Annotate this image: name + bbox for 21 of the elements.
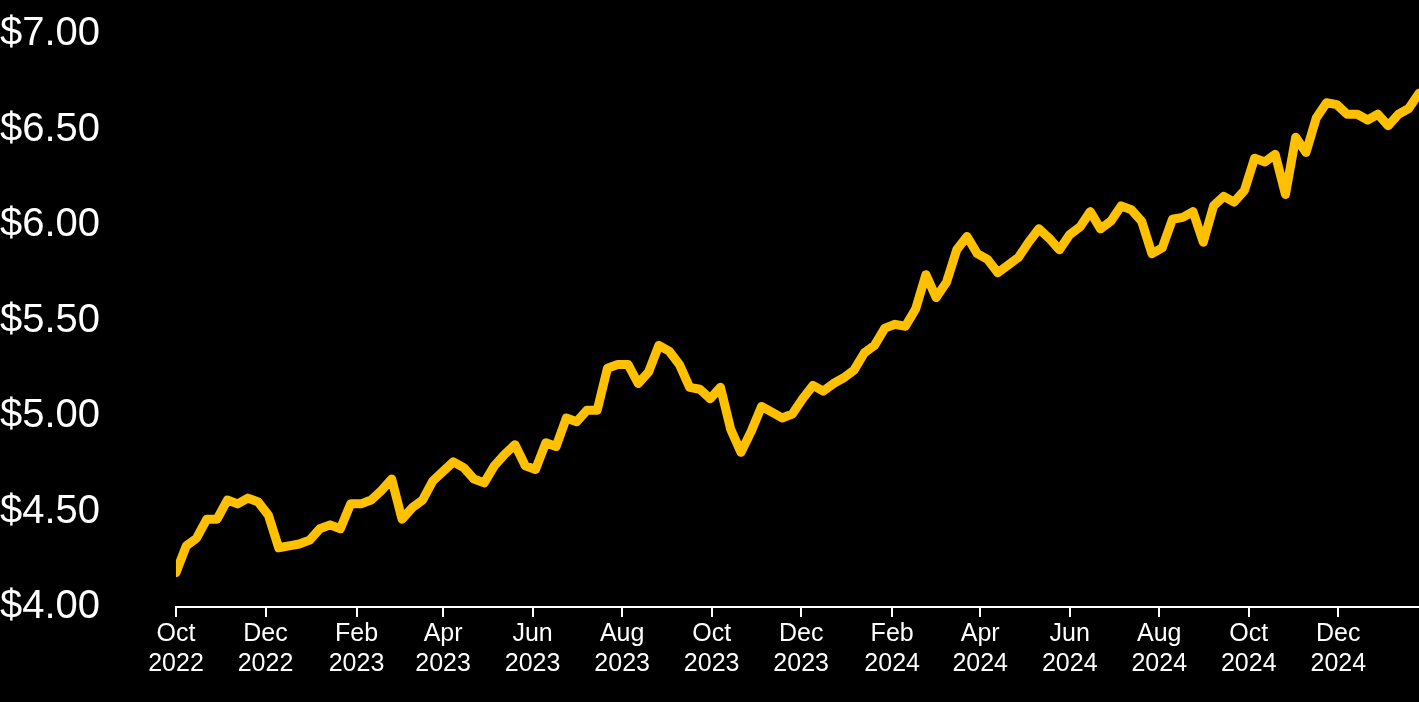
x-tick-label: Jun 2023 [504, 617, 561, 676]
y-tick-label: $6.50 [0, 104, 101, 149]
x-tick-label: Aug 2023 [594, 617, 650, 676]
y-tick-label: $4.00 [0, 582, 101, 627]
x-tick-label: Feb 2024 [864, 617, 921, 676]
y-tick-label: $6.00 [0, 200, 101, 245]
y-tick-label: $7.00 [0, 9, 101, 54]
x-tick-label: Oct 2022 [148, 617, 204, 676]
x-tick-label: Oct 2023 [683, 617, 740, 676]
x-tick-label: Feb 2023 [328, 617, 385, 676]
x-tick-label: Aug 2024 [1131, 617, 1188, 676]
x-tick-label: Apr 2023 [415, 617, 471, 676]
y-tick-label: $5.50 [0, 295, 101, 340]
x-tick-label: Dec 2023 [773, 617, 829, 676]
y-tick-label: $4.50 [0, 486, 101, 531]
x-tick-label: Dec 2022 [237, 617, 294, 676]
x-tick-label: Apr 2024 [952, 617, 1009, 676]
x-tick-label: Oct 2024 [1220, 617, 1277, 676]
y-tick-label: $5.00 [0, 391, 101, 436]
x-tick-label: Dec 2024 [1310, 617, 1367, 676]
x-tick-label: Jun 2024 [1041, 617, 1098, 676]
